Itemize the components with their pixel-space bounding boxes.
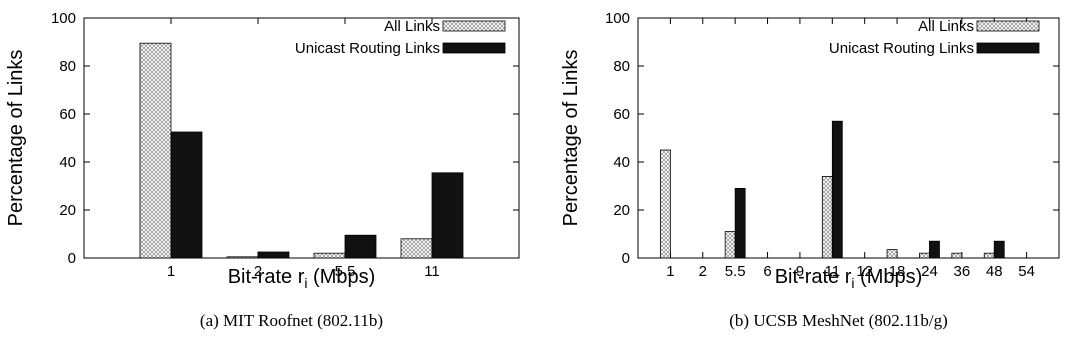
x-axis-label: Bit-rate ri (Mbps): [228, 266, 376, 291]
y-tick-label: 0: [622, 250, 630, 267]
x-tick-label: 36: [954, 263, 971, 280]
bar-all-links: [951, 252, 963, 259]
bar-unicast-routing-links: [831, 120, 843, 259]
bar-unicast-routing-links: [170, 131, 203, 259]
x-tick-label: 2: [699, 263, 707, 280]
legend-label: Unicast Routing Links: [295, 40, 440, 57]
plot-frame: [637, 17, 1060, 259]
bar-unicast-routing-links: [344, 234, 377, 259]
y-tick-label: 80: [613, 58, 630, 75]
bar-all-links: [400, 238, 433, 259]
figure-caption: (a) MIT Roofnet (802.11b): [200, 311, 383, 330]
y-axis-label: Percentage of Links: [560, 50, 582, 227]
chart-a: 0 20 40 60 80 100 1 2 5.5 11 All Links Unicast Rout…: [5, 10, 520, 330]
x-tick-label: 6: [763, 263, 771, 280]
bar-unicast-routing-links: [257, 251, 290, 259]
x-tick-label: 2: [254, 263, 262, 280]
legend-swatch: [442, 42, 506, 54]
bar-unicast-routing-links: [431, 172, 464, 259]
x-tick-label: 11: [424, 263, 440, 280]
x-tick-label: 54: [1018, 263, 1035, 280]
bar-all-links: [313, 252, 346, 259]
plot-frame: [83, 17, 520, 259]
bar-all-links: [139, 42, 172, 259]
bar-all-links: [226, 256, 259, 259]
legend-label: Unicast Routing Links: [829, 40, 974, 57]
x-tick-label: 1: [167, 263, 175, 280]
y-tick-label: 40: [613, 154, 630, 171]
y-tick-label: 60: [59, 106, 76, 123]
bar-unicast-routing-links: [929, 240, 940, 259]
x-tick-label: 1: [666, 263, 674, 280]
legend-swatch: [976, 20, 1040, 32]
bar-all-links: [659, 149, 671, 259]
x-tick-label: 9: [796, 263, 804, 280]
bar-unicast-routing-links: [734, 187, 746, 259]
legend-swatch: [976, 42, 1040, 54]
y-tick-label: 20: [59, 202, 76, 219]
x-tick-label: 18: [889, 263, 906, 280]
legend-label: All Links: [918, 18, 974, 35]
bar-all-links: [983, 252, 995, 259]
bar-all-links: [886, 249, 898, 259]
y-tick-label: 0: [68, 250, 76, 267]
x-tick-label: 5.5: [725, 263, 746, 280]
y-axis-label: Percentage of Links: [5, 50, 27, 227]
y-tick-label: 100: [51, 10, 76, 27]
y-tick-label: 100: [605, 10, 630, 27]
x-axis-label: Bit-rate ri (Mbps): [775, 266, 923, 291]
y-tick-label: 80: [59, 58, 76, 75]
x-tick-label: 5.5: [335, 263, 356, 280]
bar-unicast-routing-links: [993, 240, 1005, 259]
bar-all-links: [724, 231, 736, 259]
y-tick-label: 40: [59, 154, 76, 171]
x-tick-label: 12: [856, 263, 873, 280]
y-tick-label: 60: [613, 106, 630, 123]
y-tick-label: 20: [613, 202, 630, 219]
bar-all-links: [821, 175, 833, 259]
bar-all-links: [919, 252, 930, 259]
figure-caption: (b) UCSB MeshNet (802.11b/g): [729, 311, 947, 330]
x-tick-label: 24: [921, 263, 938, 280]
legend-label: All Links: [384, 18, 440, 35]
legend-swatch: [442, 20, 506, 32]
x-tick-label: 11: [825, 263, 841, 280]
x-tick-label: 48: [986, 263, 1003, 280]
